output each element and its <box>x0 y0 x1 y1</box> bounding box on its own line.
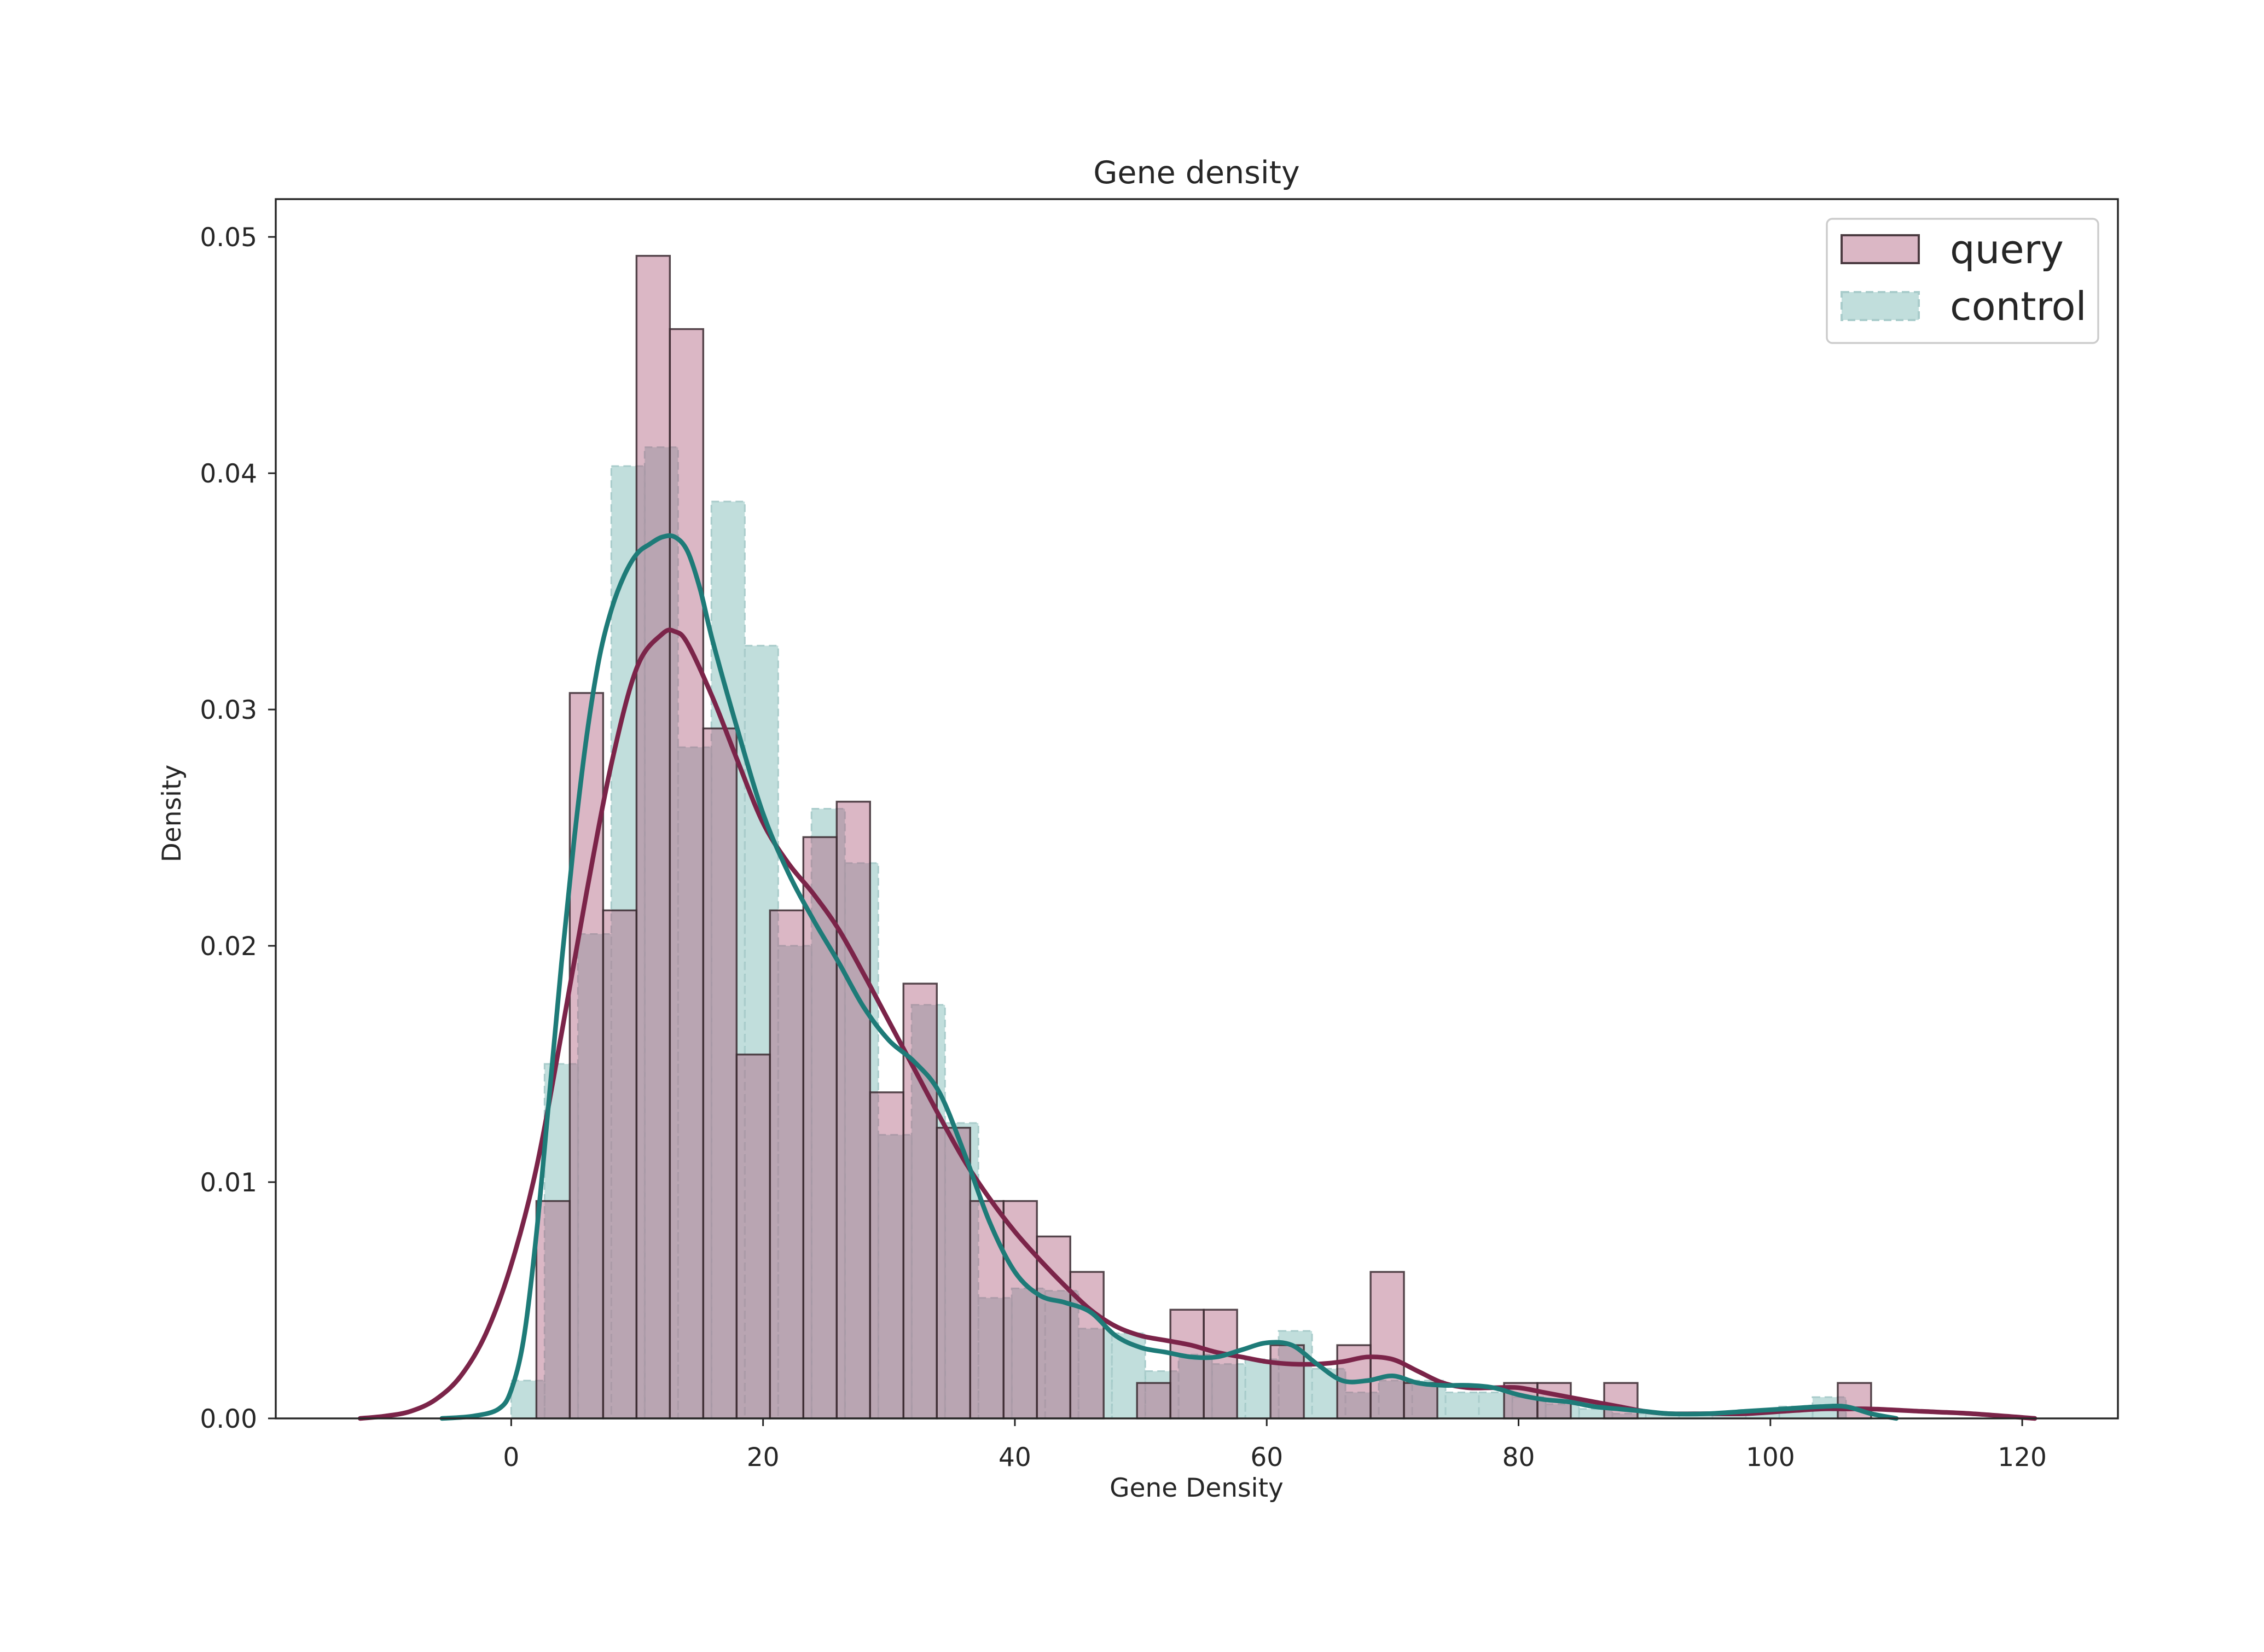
control-bar <box>577 933 612 1420</box>
query-bar <box>1169 1308 1205 1420</box>
y-tick-label: 0.05 <box>200 223 257 253</box>
x-tick-label: 120 <box>1998 1442 2047 1473</box>
x-axis-ticks: 0 20 40 60 80 100 120 <box>503 1418 2047 1473</box>
query-bar <box>936 1126 971 1420</box>
y-tick-label: 0.02 <box>200 932 257 962</box>
x-tick-label: 20 <box>747 1442 780 1473</box>
control-bar <box>1177 1353 1213 1420</box>
control-bar <box>1211 1363 1246 1420</box>
y-tick-label: 0.00 <box>200 1404 257 1434</box>
query-bar <box>635 254 671 1420</box>
query-bar <box>702 727 738 1420</box>
control-bar <box>1044 1290 1079 1420</box>
x-tick-label: 0 <box>503 1442 519 1473</box>
query-bar <box>869 1091 904 1420</box>
y-axis-ticks: 0.00 0.01 0.02 0.03 0.04 0.05 <box>200 223 276 1434</box>
query-bar <box>735 1054 771 1420</box>
x-tick-label: 100 <box>1746 1442 1795 1473</box>
query-bar <box>769 909 805 1420</box>
query-bar <box>568 692 605 1420</box>
x-tick-label: 80 <box>1502 1442 1535 1473</box>
y-tick-label: 0.04 <box>200 459 257 489</box>
query-bar <box>602 909 638 1420</box>
query-bar <box>1369 1271 1405 1420</box>
query-bar <box>1269 1344 1305 1420</box>
control-bar <box>977 1297 1013 1420</box>
query-bar <box>1002 1200 1038 1420</box>
query-bar <box>802 836 838 1420</box>
chart-title: Gene density <box>1093 155 1300 191</box>
query-histogram <box>535 254 1872 1420</box>
control-bar <box>677 746 712 1420</box>
query-bar <box>1136 1382 1171 1420</box>
query-bar <box>1203 1308 1238 1420</box>
control-bar <box>610 465 646 1420</box>
y-axis-label: Density <box>157 765 187 863</box>
query-bar <box>535 1200 571 1420</box>
query-bar <box>969 1200 1005 1420</box>
legend: query control <box>1826 218 2099 344</box>
x-tick-label: 60 <box>1250 1442 1283 1473</box>
query-bar <box>1603 1382 1639 1420</box>
x-tick-label: 40 <box>999 1442 1031 1473</box>
query-bar <box>669 328 705 1420</box>
control-bar <box>643 446 679 1420</box>
control-bar <box>543 1063 579 1420</box>
query-bar <box>1403 1382 1438 1420</box>
control-bar <box>1077 1328 1113 1420</box>
control-bar <box>1011 1287 1046 1420</box>
legend-label-control: control <box>1950 283 2087 329</box>
legend-swatch-query <box>1841 234 1920 264</box>
legend-label-query: query <box>1950 226 2064 272</box>
query-bar <box>1036 1235 1071 1420</box>
plot-frame <box>275 198 2119 1420</box>
control-bar <box>877 1134 913 1420</box>
kde-curves <box>357 533 2037 1421</box>
legend-swatch-control <box>1841 291 1920 321</box>
y-tick-label: 0.03 <box>200 695 257 725</box>
control-bar <box>1444 1391 1480 1420</box>
x-axis-label: Gene Density <box>1110 1473 1284 1503</box>
y-tick-label: 0.01 <box>200 1168 257 1198</box>
query-bar <box>835 800 871 1420</box>
query-bar <box>902 982 938 1420</box>
control-bar <box>1144 1370 1180 1420</box>
control-kde-line <box>439 533 1899 1421</box>
